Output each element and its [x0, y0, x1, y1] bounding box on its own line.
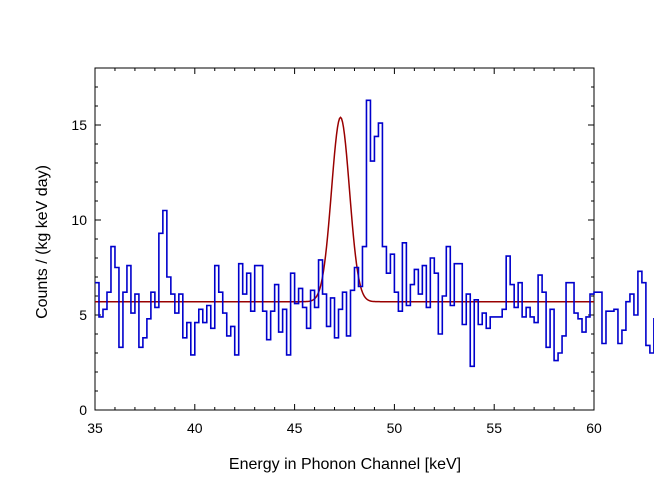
- x-tick-label: 45: [287, 420, 303, 436]
- x-tick-label: 50: [387, 420, 403, 436]
- x-tick-label: 55: [486, 420, 502, 436]
- x-tick-label: 40: [187, 420, 203, 436]
- y-tick-label: 15: [71, 117, 87, 133]
- y-axis-ticks: 0 5 10 15: [71, 67, 594, 418]
- x-axis-ticks: 35 40 45 50 55 60: [87, 68, 602, 436]
- y-tick-label: 10: [71, 212, 87, 228]
- x-axis-label: Energy in Phonon Channel [keV]: [229, 456, 461, 473]
- y-tick-label: 5: [79, 307, 87, 323]
- plot-frame: [94, 67, 595, 411]
- x-tick-label: 35: [87, 420, 103, 436]
- y-tick-label: 0: [79, 402, 87, 418]
- x-tick-label: 60: [586, 420, 602, 436]
- y-axis-label: Counts / (kg keV day): [34, 165, 51, 319]
- series-layer: [95, 99, 654, 368]
- histogram-line: [95, 99, 654, 368]
- gaussian-fit-curve: [95, 116, 594, 303]
- plot-border: [94, 67, 595, 411]
